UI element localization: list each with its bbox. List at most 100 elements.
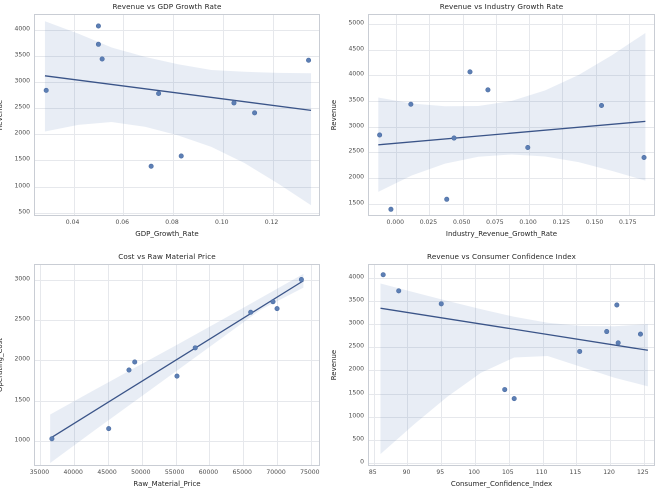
data-point: [274, 306, 280, 312]
y-tick-label: 3500: [348, 96, 364, 104]
data-point: [252, 110, 258, 116]
panel-title: Cost vs Raw Material Price: [118, 252, 216, 261]
y-tick-label: 3500: [14, 51, 30, 59]
gridline-vertical: [475, 265, 477, 465]
data-point: [604, 329, 610, 335]
gridline-vertical: [272, 15, 274, 215]
x-tick-label: 0.100: [519, 219, 537, 226]
x-tick-label: 0.025: [419, 219, 438, 226]
data-point: [43, 87, 49, 93]
data-point: [298, 277, 304, 283]
gridline-horizontal: [35, 160, 319, 162]
x-tick-label: 85: [368, 469, 377, 476]
gridline-vertical: [562, 15, 564, 215]
gridline-horizontal: [35, 319, 319, 321]
y-tick-label: 1000: [348, 412, 364, 420]
y-tick-label: 500: [352, 435, 364, 443]
data-point: [248, 309, 254, 315]
x-tick-label: 115: [569, 469, 582, 476]
gridline-horizontal: [369, 439, 654, 441]
data-point: [511, 396, 517, 402]
y-tick-label: 4000: [348, 273, 364, 281]
data-point: [377, 132, 383, 138]
x-tick-label: 0.150: [585, 219, 604, 226]
gridline-vertical: [429, 15, 431, 215]
panel-revenue-vs-gdp-growth-rate: Revenue vs GDP Growth Rate GDP_Growth_Ra…: [0, 0, 334, 250]
y-tick-label: 4000: [348, 70, 364, 78]
gridline-horizontal: [35, 279, 319, 281]
gridline-horizontal: [35, 186, 319, 188]
x-tick-label: 110: [535, 469, 548, 476]
x-tick-label: 75000: [300, 469, 320, 476]
gridline-horizontal: [369, 24, 654, 26]
y-axis-label: Operating_Cost: [0, 337, 4, 393]
gridline-vertical: [209, 265, 211, 465]
gridline-vertical: [462, 15, 464, 215]
y-tick-label: 3000: [14, 77, 30, 85]
panel-revenue-vs-industry-growth-rate: Revenue vs Industry Growth Rate Industry…: [330, 0, 669, 250]
x-tick-label: 100: [468, 469, 480, 476]
confidence-band: [378, 15, 646, 192]
x-tick-label: 0.12: [264, 219, 279, 226]
y-tick-label: 500: [18, 208, 30, 216]
panel-revenue-vs-consumer-confidence-index: Revenue vs Consumer Confidence Index Con…: [330, 250, 669, 500]
x-axis-label: Industry_Revenue_Growth_Rate: [445, 230, 558, 238]
y-tick-label: 0: [360, 458, 364, 466]
data-point: [388, 206, 394, 212]
regression-line: [378, 120, 646, 146]
gridline-vertical: [243, 265, 245, 465]
gridline-vertical: [277, 265, 279, 465]
gridline-vertical: [441, 265, 443, 465]
plot-area-1: [368, 14, 655, 216]
x-tick-label: 45000: [97, 469, 117, 476]
data-point: [156, 91, 162, 97]
gridline-vertical: [123, 15, 125, 215]
x-axis-label: Raw_Material_Price: [133, 480, 201, 488]
gridline-vertical: [610, 265, 612, 465]
gridline-horizontal: [369, 301, 654, 303]
data-point: [49, 436, 55, 442]
data-point: [306, 57, 312, 63]
gridline-horizontal: [369, 462, 654, 464]
y-tick-label: 1500: [14, 396, 30, 404]
data-point: [396, 288, 402, 294]
y-tick-label: 2000: [14, 129, 30, 137]
data-point: [467, 69, 473, 75]
gridline-vertical: [173, 15, 175, 215]
data-point: [270, 299, 276, 305]
gridline-horizontal: [369, 370, 654, 372]
gridline-vertical: [542, 265, 544, 465]
panel-title: Revenue vs GDP Growth Rate: [112, 2, 222, 11]
data-point: [451, 135, 457, 141]
data-point: [126, 367, 132, 373]
data-point: [444, 196, 450, 202]
gridline-horizontal: [35, 441, 319, 443]
y-tick-label: 1000: [14, 436, 30, 444]
data-point: [502, 387, 508, 393]
x-axis-label: Consumer_Confidence_Index: [450, 480, 553, 488]
gridline-vertical: [529, 15, 531, 215]
x-tick-label: 0.08: [165, 219, 179, 226]
regression-line: [49, 280, 304, 439]
y-tick-label: 3000: [348, 319, 364, 327]
gridline-horizontal: [369, 324, 654, 326]
gridline-horizontal: [369, 49, 654, 51]
gridline-vertical: [74, 265, 76, 465]
x-tick-label: 35000: [29, 469, 50, 476]
y-tick-label: 5000: [348, 19, 364, 27]
gridline-horizontal: [369, 416, 654, 418]
data-point: [231, 100, 237, 106]
gridline-horizontal: [35, 360, 319, 362]
y-tick-label: 2500: [14, 103, 30, 111]
gridline-vertical: [595, 15, 597, 215]
y-tick-label: 4500: [348, 45, 364, 53]
gridline-vertical: [576, 265, 578, 465]
x-tick-label: 50000: [131, 469, 151, 476]
confidence-band: [50, 273, 304, 463]
plot-area-2: [34, 264, 320, 466]
data-point: [380, 272, 386, 278]
regression-line: [44, 75, 312, 111]
gridline-horizontal: [369, 178, 654, 180]
confidence-band: [44, 21, 312, 206]
gridline-horizontal: [369, 152, 654, 154]
